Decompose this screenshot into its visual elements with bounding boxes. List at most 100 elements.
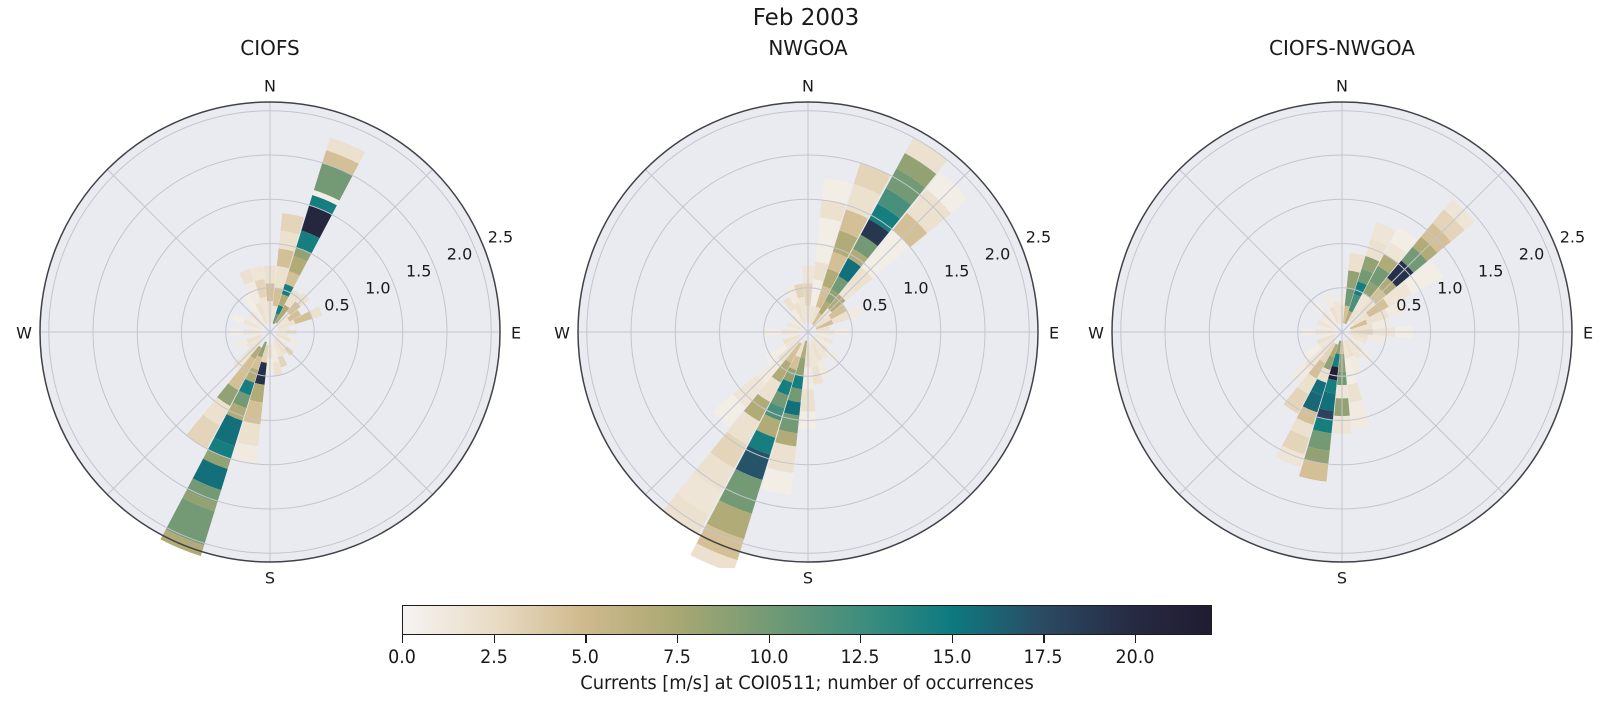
rose-petal-segment: [787, 387, 803, 403]
polar-axes-outline: [1111, 101, 1573, 563]
rose-petal-segment: [904, 137, 948, 174]
rose-petal-segment: [186, 478, 222, 503]
rose-petal-segment: [814, 315, 832, 328]
colorbar: [402, 605, 1212, 635]
rose-petal-segment: [270, 340, 279, 363]
rose-petal-segment: [788, 326, 802, 332]
rose-petal-segment: [253, 308, 267, 327]
rose-petal-segment: [186, 414, 220, 449]
colorbar-tick-mark: [768, 635, 770, 643]
rose-petal-segment: [231, 313, 245, 324]
rose-petal-segment: [246, 334, 263, 344]
rose-petal-segment: [877, 188, 912, 219]
radial-tick-label: 1.0: [365, 278, 391, 298]
rose-petal-segment: [770, 390, 789, 409]
rose-petal-segment: [293, 247, 312, 262]
grid-spoke: [645, 331, 809, 495]
rose-petal-segment: [748, 429, 776, 455]
rose-petal-segment: [810, 279, 824, 307]
rose-petal-segment: [326, 137, 366, 164]
colorbar-tick-label: 7.5: [662, 646, 691, 668]
rose-petal-segment: [1349, 399, 1370, 429]
rose-petal-segment: [1290, 418, 1314, 438]
rose-plot-ciofs: [39, 101, 501, 563]
rose-petal-segment: [239, 378, 255, 396]
rose-petal-segment: [743, 393, 771, 422]
compass-label-north: N: [264, 76, 276, 96]
colorbar-tick-label: 17.5: [1023, 646, 1063, 668]
rose-petal-segment: [785, 285, 799, 305]
rose-petal-segment: [296, 230, 320, 254]
rose-petal-segment: [869, 203, 901, 233]
rose-petal-segment: [301, 205, 332, 239]
rose-petal-segment: [1377, 254, 1398, 274]
rose-petal-segment: [1352, 312, 1370, 326]
rose-petal-segment: [1323, 293, 1335, 309]
colorbar-tick-mark: [493, 635, 495, 643]
radial-tick-label: 1.0: [903, 278, 929, 298]
rose-petal-segment: [814, 332, 831, 339]
rose-petal-segment: [1344, 287, 1355, 307]
radial-tick-label: 1.5: [1477, 261, 1504, 281]
rose-petal-segment: [251, 265, 265, 282]
rose-petal-segment: [1403, 259, 1444, 295]
rose-petal-segment: [249, 382, 265, 403]
rose-petal-segment: [287, 309, 302, 322]
rose-petal-segment: [228, 369, 247, 391]
colorbar-tick-label: 12.5: [840, 646, 880, 668]
radial-tick-label: 0.5: [324, 295, 350, 315]
rose-petal-segment: [1335, 340, 1342, 355]
rose-petal-segment: [274, 338, 287, 356]
rose-petal-segment: [1299, 459, 1329, 482]
rose-petal-segment: [1316, 334, 1336, 345]
colorbar-tick-mark: [402, 635, 404, 643]
rose-petal-segment: [1363, 281, 1379, 298]
rose-petal-segment: [1304, 446, 1330, 465]
rose-petal-segment: [775, 429, 798, 447]
rose-petal-segment: [810, 306, 821, 325]
rose-petal-segment: [706, 500, 752, 540]
rose-petal-segment: [271, 305, 278, 322]
radial-tick-label: 0.5: [1396, 295, 1422, 315]
rose-petal-segment: [273, 341, 283, 358]
radial-tick-label: 1.5: [405, 261, 432, 281]
compass-label-east: E: [510, 323, 522, 343]
colorbar-tick-label: 20.0: [1115, 646, 1155, 668]
rose-petal-segment: [273, 361, 283, 377]
colorbar-tick-label: 2.5: [479, 646, 508, 668]
rose-petal-segment: [784, 399, 801, 416]
rose-petal-segment: [727, 411, 760, 445]
rose-petal-segment: [1370, 222, 1396, 246]
rose-petal-segment: [719, 468, 763, 514]
rose-petal-segment: [239, 268, 255, 286]
rose-petal-segment: [1319, 332, 1336, 339]
rose-petal-segment: [309, 195, 337, 215]
rose-petal-segment: [1283, 386, 1309, 414]
compass-label-west: W: [16, 323, 32, 343]
rose-petal-segment: [885, 168, 926, 205]
rose-petal-segment: [1342, 305, 1350, 324]
rose-petal-segment: [275, 335, 286, 344]
rose-petal-segment: [783, 367, 797, 383]
rose-petal-segment: [1385, 301, 1406, 318]
rose-petal-segment: [1319, 325, 1336, 332]
rose-petal-segment: [1347, 382, 1363, 403]
rose-petal-segment: [284, 271, 300, 288]
rose-petal-segment: [255, 302, 268, 325]
rose-petal-segment: [1353, 281, 1367, 297]
rose-petal-segment: [813, 261, 829, 282]
rose-petal-segment: [1354, 293, 1370, 312]
rose-petal-segment: [251, 355, 263, 371]
plot-title-nwgoa: NWGOA: [768, 36, 848, 60]
rose-petal-segment: [808, 305, 816, 324]
rose-petal-segment: [860, 219, 889, 247]
rose-petal-segment: [809, 342, 819, 368]
radial-tick-label: 2.0: [984, 244, 1011, 264]
rose-petal-segment: [1307, 429, 1332, 451]
rose-petal-segment: [1319, 391, 1336, 412]
radial-tick-label: 2.0: [446, 244, 473, 264]
rose-petal-segment: [280, 213, 305, 235]
rose-petal-segment: [771, 359, 792, 383]
rose-petal-segment: [828, 304, 847, 320]
radial-tick-label: 1.0: [1437, 278, 1463, 298]
